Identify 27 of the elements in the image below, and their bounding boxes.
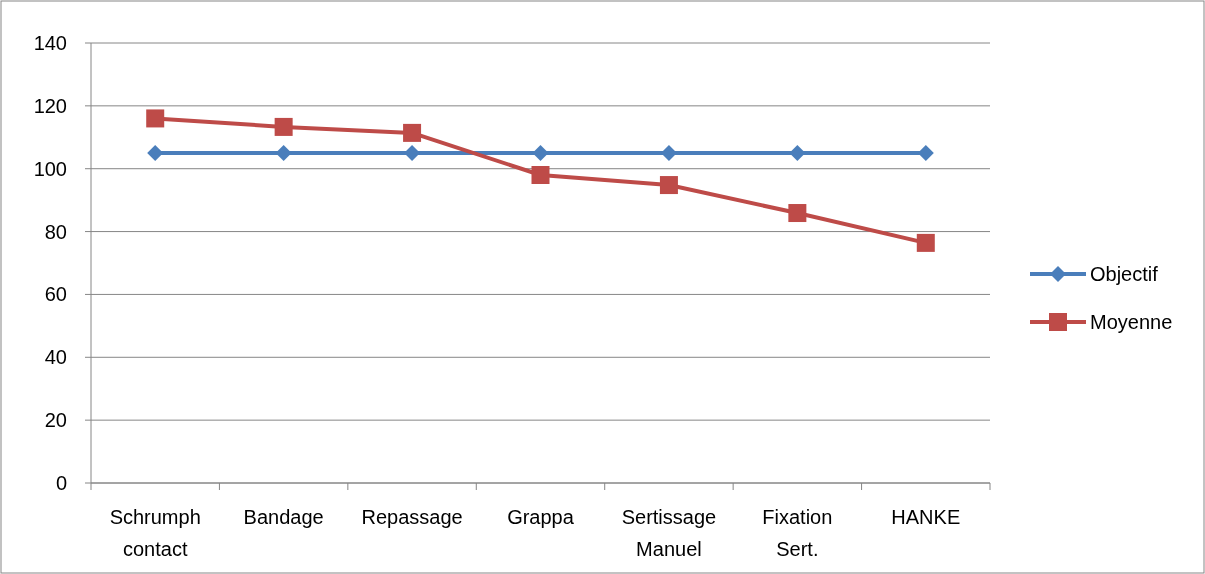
point: [531, 166, 550, 184]
x-tick-label: Bandage: [243, 506, 324, 528]
y-tick-label: 100: [33, 157, 67, 180]
point: [659, 176, 678, 195]
legend-label: Moyenne: [1090, 311, 1173, 333]
point: [146, 109, 165, 128]
point: [916, 233, 935, 252]
x-tick-label: Schrumph contact: [109, 506, 201, 560]
y-tick-label: 0: [55, 472, 67, 494]
y-tick-label: 20: [44, 409, 67, 432]
point: [788, 204, 807, 223]
legend-label: Objectif: [1090, 263, 1159, 285]
x-tick-label: Grappa: [507, 506, 575, 528]
x-tick-label: Repassage: [361, 506, 463, 528]
y-tick-label: 120: [33, 94, 67, 117]
x-tick-label: HANKE: [891, 506, 961, 528]
point: [532, 145, 549, 161]
y-tick-label: 60: [44, 283, 67, 306]
point: [403, 123, 422, 142]
y-tick-label: 140: [33, 32, 67, 54]
x-tick-label: Sertissage Manuel: [621, 506, 717, 560]
point: [789, 145, 806, 161]
point: [274, 117, 293, 136]
x-tick-label: Fixation Sert.: [762, 506, 833, 560]
y-tick-label: 80: [44, 220, 67, 243]
point: [275, 145, 292, 161]
y-tick-label: 40: [44, 346, 67, 369]
